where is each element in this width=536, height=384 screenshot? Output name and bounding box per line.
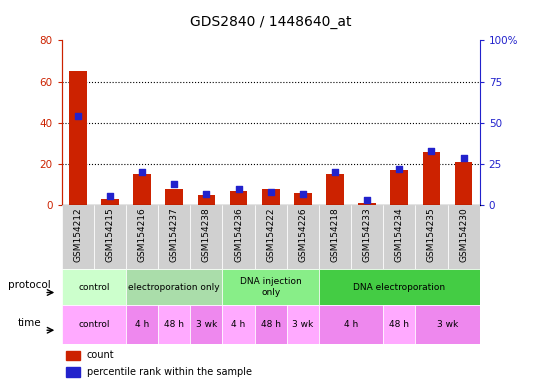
Bar <box>230 191 248 205</box>
Bar <box>66 367 80 376</box>
Bar <box>262 189 280 205</box>
Text: GSM154235: GSM154235 <box>427 207 436 262</box>
Point <box>266 189 275 195</box>
Bar <box>423 152 441 205</box>
Bar <box>222 269 319 305</box>
Bar <box>158 305 190 344</box>
Point <box>170 181 178 187</box>
Text: GSM154236: GSM154236 <box>234 207 243 262</box>
Bar <box>126 305 158 344</box>
Bar <box>62 305 126 344</box>
Bar <box>190 205 222 269</box>
Text: 48 h: 48 h <box>389 320 410 329</box>
Text: protocol: protocol <box>8 280 51 290</box>
Bar <box>415 305 480 344</box>
Bar <box>287 205 319 269</box>
Text: 4 h: 4 h <box>135 320 149 329</box>
Bar <box>165 189 183 205</box>
Bar <box>62 269 126 305</box>
Text: time: time <box>18 318 41 328</box>
Text: DNA injection
only: DNA injection only <box>240 277 302 297</box>
Bar <box>448 205 480 269</box>
Bar <box>69 71 87 205</box>
Text: GSM154226: GSM154226 <box>299 207 307 262</box>
Bar <box>255 205 287 269</box>
Point <box>73 113 82 119</box>
Text: GSM154233: GSM154233 <box>363 207 371 262</box>
Text: DNA electroporation: DNA electroporation <box>353 283 445 291</box>
Text: GSM154212: GSM154212 <box>73 207 82 262</box>
Text: electroporation only: electroporation only <box>129 283 220 291</box>
Text: GSM154218: GSM154218 <box>331 207 339 262</box>
Point <box>202 191 211 197</box>
Bar <box>390 170 408 205</box>
Point <box>459 154 468 161</box>
Bar <box>198 195 215 205</box>
Bar <box>326 174 344 205</box>
Text: GSM154234: GSM154234 <box>395 207 404 262</box>
Text: GSM154222: GSM154222 <box>266 207 275 262</box>
Bar <box>294 193 311 205</box>
Bar <box>158 205 190 269</box>
Bar <box>126 269 222 305</box>
Bar <box>94 205 126 269</box>
Text: GSM154230: GSM154230 <box>459 207 468 262</box>
Text: 48 h: 48 h <box>260 320 281 329</box>
Text: 3 wk: 3 wk <box>292 320 314 329</box>
Bar <box>190 305 222 344</box>
Bar <box>319 305 383 344</box>
Point <box>106 192 114 199</box>
Bar <box>133 174 151 205</box>
Text: control: control <box>78 283 109 291</box>
Text: 3 wk: 3 wk <box>196 320 217 329</box>
Text: GSM154238: GSM154238 <box>202 207 211 262</box>
Bar <box>287 305 319 344</box>
Bar <box>101 199 119 205</box>
Text: percentile rank within the sample: percentile rank within the sample <box>87 367 252 377</box>
Point <box>331 169 339 175</box>
Bar <box>126 205 158 269</box>
Bar <box>319 205 351 269</box>
Bar <box>383 205 415 269</box>
Point <box>363 197 371 204</box>
Point <box>395 166 404 172</box>
Bar <box>222 305 255 344</box>
Text: 48 h: 48 h <box>164 320 184 329</box>
Text: 4 h: 4 h <box>232 320 245 329</box>
Point <box>427 148 436 154</box>
Bar <box>383 305 415 344</box>
Point <box>299 191 307 197</box>
Point <box>138 169 146 175</box>
Bar <box>62 205 94 269</box>
Text: 4 h: 4 h <box>344 320 358 329</box>
Bar <box>455 162 473 205</box>
Bar <box>66 351 80 360</box>
Text: GSM154215: GSM154215 <box>106 207 114 262</box>
Text: GDS2840 / 1448640_at: GDS2840 / 1448640_at <box>190 15 352 29</box>
Text: GSM154216: GSM154216 <box>138 207 146 262</box>
Point <box>234 186 243 192</box>
Bar <box>415 205 448 269</box>
Bar <box>255 305 287 344</box>
Bar <box>222 205 255 269</box>
Text: count: count <box>87 350 114 360</box>
Bar <box>359 204 376 205</box>
Text: 3 wk: 3 wk <box>437 320 458 329</box>
Text: GSM154237: GSM154237 <box>170 207 178 262</box>
Bar <box>319 269 480 305</box>
Bar <box>351 205 383 269</box>
Text: control: control <box>78 320 109 329</box>
